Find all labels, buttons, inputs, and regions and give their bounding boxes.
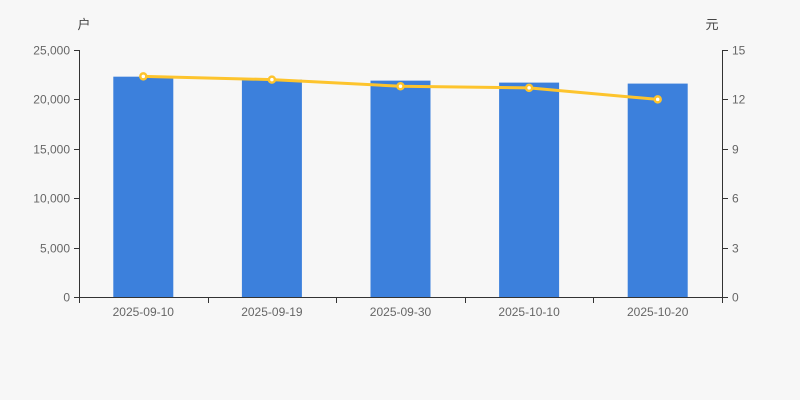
bar — [627, 83, 688, 297]
x-axis-category-label: 2025-10-10 — [498, 305, 560, 319]
line-data-point — [139, 72, 148, 81]
bar — [113, 76, 174, 298]
bar — [499, 82, 560, 297]
bar — [370, 80, 431, 298]
left-axis-unit-label: 户 — [77, 17, 91, 32]
right-axis-tick-label: 12 — [732, 93, 746, 107]
left-axis-tick-label: 5,000 — [40, 242, 70, 256]
right-axis-tick-label: 6 — [732, 192, 739, 206]
x-axis-category-label: 2025-09-10 — [113, 305, 175, 319]
right-axis-unit-label: 元 — [705, 17, 719, 32]
line-data-point — [653, 95, 662, 104]
x-axis-category-label: 2025-09-30 — [370, 305, 432, 319]
left-axis-tick-label: 20,000 — [33, 93, 70, 107]
line-data-point — [267, 75, 277, 84]
left-axis-tick-label: 15,000 — [33, 143, 70, 157]
right-axis-tick-label: 9 — [732, 143, 739, 157]
left-axis-tick-label: 0 — [63, 291, 70, 305]
line-data-point — [396, 81, 405, 91]
line-data-point — [524, 83, 534, 93]
right-axis-tick-label: 15 — [732, 44, 746, 58]
left-axis-tick-label: 25,000 — [33, 44, 70, 58]
left-axis-tick-label: 10,000 — [33, 192, 70, 206]
right-axis-tick-label: 0 — [732, 291, 739, 305]
bar — [241, 79, 302, 297]
right-axis-tick-label: 3 — [732, 242, 739, 256]
x-axis-category-label: 2025-10-20 — [627, 305, 689, 319]
x-axis-category-label: 2025-09-19 — [241, 305, 303, 319]
